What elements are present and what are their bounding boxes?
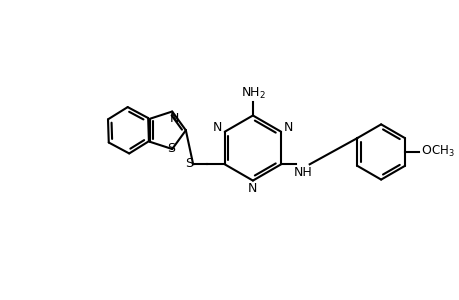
Text: S: S [167, 142, 175, 154]
Text: N: N [213, 121, 222, 134]
Text: S: S [185, 157, 193, 170]
Text: NH: NH [293, 166, 312, 179]
Text: N: N [283, 121, 292, 134]
Text: NH$_2$: NH$_2$ [241, 86, 266, 101]
Text: CH$_3$: CH$_3$ [430, 143, 453, 158]
Text: O: O [420, 145, 430, 158]
Text: N: N [248, 182, 257, 195]
Text: N: N [169, 112, 179, 125]
